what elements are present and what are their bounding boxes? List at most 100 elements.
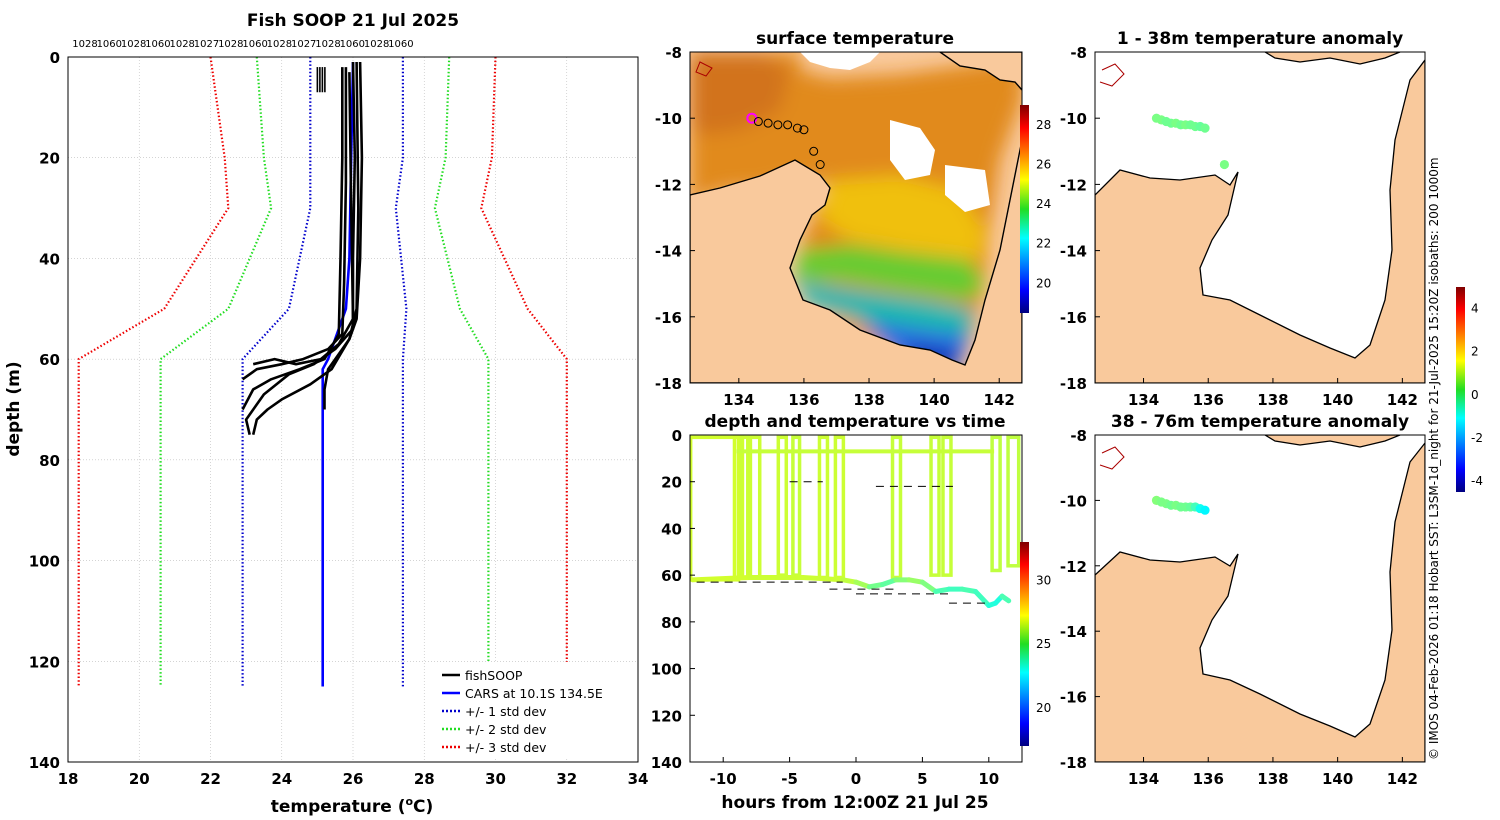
profile-density-label: 1060 [340,39,365,50]
sst-track [746,112,825,170]
profile-ticks: 18 20 22 24 26 28 30 32 34 0 20 40 60 80 100 120 140 [29,49,649,788]
depth-time-bottom-track [999,593,1012,604]
sst-track-point [753,117,763,127]
sst-track-point [809,146,819,156]
sst-river [695,61,713,77]
profile-axes-box [67,56,639,763]
anomaly-shallow-plot [1095,52,1425,383]
depth-time-ytick-label: 60 [661,567,682,585]
sst-track-point [773,120,783,130]
sst-track-point [763,118,773,128]
anomaly-shallow-axes-box [1094,51,1426,384]
depth-time-cast [929,435,941,577]
sst-colorbar-label: 20 [1036,276,1051,290]
profile-xtick-label: 26 [343,770,364,788]
map-ytick-label: -16 [1060,309,1087,327]
profile-fishsoop-cast [241,67,348,381]
depth-time-cast [739,435,750,580]
depth-time-cast [990,435,1002,573]
legend-label-std3: +/- 3 std dev [465,740,547,755]
profile-xlabel: temperature (oC) [271,795,434,817]
map-xtick-label: 134 [1128,770,1159,788]
depth-time-plot [690,435,1021,609]
depth-time-reference-lines [696,481,989,604]
sst-colorbar-ticks: 28 26 24 22 20 [1036,118,1051,290]
profile-density-label: 1027 [194,39,219,50]
anomaly-shallow-coastline-north [1263,52,1401,65]
sst-colorbar [1020,105,1029,313]
sst-cloud-mask [800,52,880,70]
depth-time-bottom-track [690,574,753,583]
map-xtick-label: 136 [1193,770,1224,788]
profile-xtick-label: 18 [58,770,79,788]
map-ytick-label: -16 [655,309,682,327]
depth-time-ytick-label: 0 [672,427,682,445]
legend-box [437,662,615,758]
depth-time-colorbar-label: 20 [1036,701,1051,715]
anomaly-deep-coastline-north [1263,435,1401,448]
profile-ytick-label: 0 [50,49,60,67]
anomaly-colorbar-label: -4 [1471,474,1483,488]
profile-line--2-std-dev [159,56,273,687]
profile-line--1-std-dev [394,57,408,687]
profile-ylabel: depth (m) [4,361,24,456]
profile-line--3-std-dev [77,56,230,687]
profile-fishsoop-cast [252,72,355,366]
profile-density-label: 1060 [97,39,122,50]
profile-grid [68,57,638,762]
map-ytick-label: -12 [655,176,682,194]
depth-time-xtick-label: 5 [917,770,927,788]
profile-density-label: 1028 [218,39,243,50]
map-ytick-label: -8 [665,44,682,62]
anomaly-shallow-title: 1 - 38m temperature anomaly [1117,29,1403,49]
sst-coastline-south [690,139,1022,383]
profile-density-label: 1060 [388,39,413,50]
profile-legend: fishSOOP CARS at 10.1S 134.5E +/- 1 std … [437,662,615,758]
depth-time-xtick-label: 0 [851,770,861,788]
map-xtick-label: 140 [918,391,949,409]
depth-time-cast [1006,435,1021,568]
depth-time-cast [748,435,762,580]
anomaly-deep-axes-box [1094,434,1426,763]
anomaly-colorbar: 4 2 0 -2 -4 [1456,287,1483,492]
map-xtick-label: 140 [1322,391,1353,409]
anomaly-shallow-river [1099,63,1125,87]
map-ytick-label: -10 [1060,110,1087,128]
profile-series [77,56,568,687]
depth-time-panel: depth and temperature vs time -10 -5 0 5 100… [651,412,1052,813]
profile-fishsoop-cast [244,61,357,436]
profile-density-labels: 1028106010281060102810271028106010281027… [72,39,413,50]
depth-time-xlabel: hours from 12:00Z 21 Jul 25 [721,793,988,813]
anomaly-colorbar-label: -2 [1471,431,1483,445]
map-xtick-label: 138 [1257,391,1288,409]
sst-cloud-mask [945,165,990,212]
map-xtick-label: 134 [1128,391,1159,409]
anomaly-deep-plot [1095,435,1425,762]
map-xtick-label: 142 [1387,391,1418,409]
map-ytick-label: -14 [1060,243,1087,261]
anomaly-deep-ticks: -8 -10 -12 -14 -16 -18 134 136 138 140 142 [1060,427,1418,788]
profile-density-label: 1028 [315,39,340,50]
depth-time-cast [941,435,953,577]
map-xtick-label: 138 [853,391,884,409]
depth-time-bottom-track [973,588,992,609]
depth-time-cast [833,435,846,580]
anomaly-deep-panel: 38 - 76m temperature anomaly -8 -10 -12 -14… [1060,412,1426,788]
sst-colorbar-label: 22 [1036,237,1051,251]
map-xtick-label: 138 [1257,770,1288,788]
map-xtick-label: 136 [1193,391,1224,409]
profile-line--3-std-dev [480,56,568,687]
map-xtick-label: 136 [788,391,819,409]
depth-time-cast [791,435,802,577]
map-ytick-label: -18 [1060,375,1087,393]
legend-label-std1: +/- 1 std dev [465,704,547,719]
profile-ytick-label: 100 [29,553,60,571]
profile-density-label: 1028 [169,39,194,50]
profile-density-label: 1028 [364,39,389,50]
depth-time-cast [817,435,830,580]
anomaly-shallow-ticks: -8 -10 -12 -14 -16 -18 134 136 138 140 142 [1060,44,1418,409]
depth-time-cast [776,435,789,577]
sst-map-title: surface temperature [756,29,954,49]
